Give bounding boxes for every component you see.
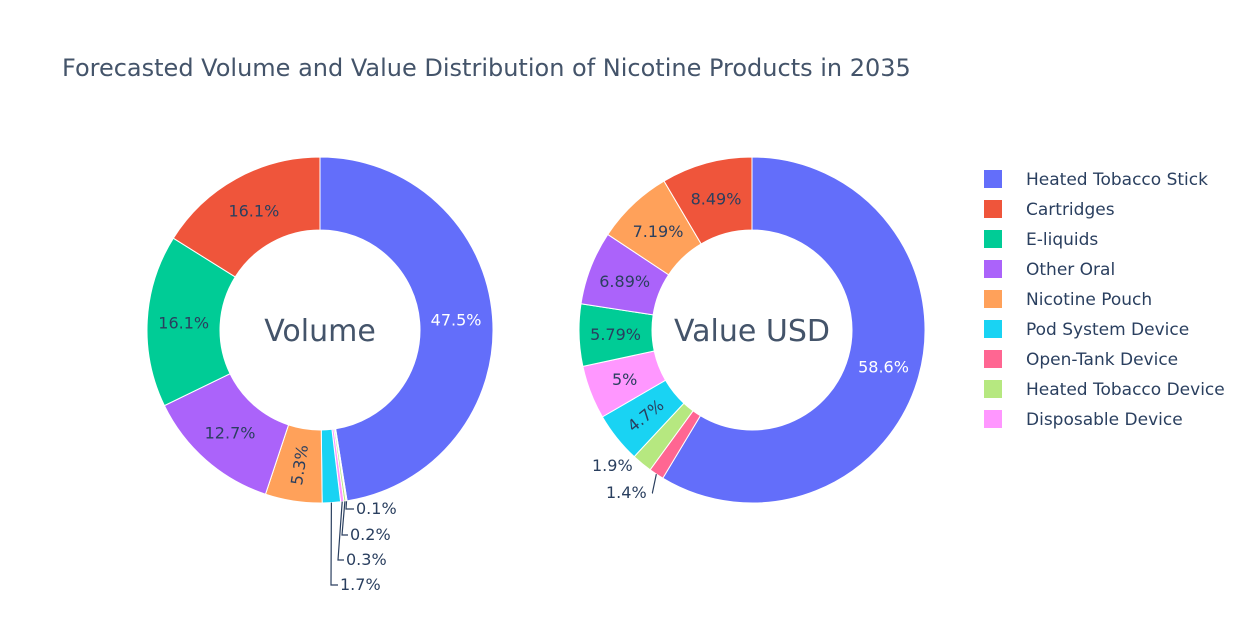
slice-label-value-usd-open-tank-device: 1.4% bbox=[606, 483, 647, 502]
callout-line bbox=[337, 501, 344, 561]
legend-item-cartridges[interactable]: Cartridges bbox=[984, 200, 1115, 220]
legend-swatch bbox=[984, 320, 1002, 338]
slice-label-volume-heated-tobacco-stick: 47.5% bbox=[431, 310, 482, 329]
chart-title: Forecasted Volume and Value Distribution… bbox=[62, 54, 911, 82]
legend-label: Heated Tobacco Stick bbox=[1026, 170, 1208, 190]
slice-label-volume-open-tank-device: 0.1% bbox=[356, 499, 397, 518]
legend-item-open-tank-device[interactable]: Open-Tank Device bbox=[984, 350, 1178, 370]
donut-value-usd: 58.6%1.4%1.9%4.7%5%5.79%6.89%7.19%8.49%V… bbox=[578, 156, 926, 504]
legend: Heated Tobacco Stick Cartridges E-liquids O… bbox=[984, 170, 1225, 430]
legend-item-disposable-device[interactable]: Disposable Device bbox=[984, 410, 1183, 430]
slice-volume-cartridges[interactable] bbox=[172, 156, 321, 278]
legend-label: Nicotine Pouch bbox=[1026, 290, 1152, 310]
legend-label: Heated Tobacco Device bbox=[1026, 380, 1225, 400]
legend-swatch bbox=[984, 290, 1002, 308]
slice-value-usd-cartridges[interactable] bbox=[663, 156, 753, 245]
legend-item-heated-tobacco-stick[interactable]: Heated Tobacco Stick bbox=[984, 170, 1208, 190]
legend-item-e-liquids[interactable]: E-liquids bbox=[984, 230, 1098, 250]
callout-line bbox=[330, 502, 338, 586]
callout-line bbox=[341, 501, 348, 536]
legend-swatch bbox=[984, 410, 1002, 428]
legend-swatch bbox=[984, 380, 1002, 398]
legend-label: E-liquids bbox=[1026, 230, 1098, 250]
donut-center-label: Volume bbox=[264, 314, 376, 349]
slice-value-usd-heated-tobacco-stick[interactable] bbox=[662, 156, 926, 504]
legend-label: Open-Tank Device bbox=[1026, 350, 1178, 370]
slice-label-value-usd-nicotine-pouch: 7.19% bbox=[633, 222, 684, 241]
slice-label-volume-other-oral: 12.7% bbox=[205, 424, 256, 443]
slice-label-volume-pod-system-device: 1.7% bbox=[340, 575, 381, 594]
donut-volume: 47.5%0.1%0.2%0.3%1.7%5.3%12.7%16.1%16.1%… bbox=[146, 156, 494, 594]
legend-label: Other Oral bbox=[1026, 260, 1115, 280]
legend-item-pod-system-device[interactable]: Pod System Device bbox=[984, 320, 1189, 340]
slice-label-volume-cartridges: 16.1% bbox=[228, 202, 279, 221]
callout-line bbox=[651, 474, 657, 494]
legend-item-nicotine-pouch[interactable]: Nicotine Pouch bbox=[984, 290, 1152, 310]
legend-swatch bbox=[984, 230, 1002, 248]
legend-label: Cartridges bbox=[1026, 200, 1115, 220]
slice-label-value-usd-disposable-device: 5% bbox=[612, 370, 637, 389]
slice-label-value-usd-cartridges: 8.49% bbox=[691, 189, 742, 208]
slice-label-volume-heated-tobacco-device: 0.2% bbox=[350, 525, 391, 544]
slice-label-value-usd-e-liquids: 5.79% bbox=[590, 325, 641, 344]
donut-center-label: Value USD bbox=[674, 314, 830, 349]
legend-swatch bbox=[984, 350, 1002, 368]
slice-volume-heated-tobacco-stick[interactable] bbox=[319, 156, 494, 502]
slice-label-volume-e-liquids: 16.1% bbox=[158, 314, 209, 333]
legend-label: Disposable Device bbox=[1026, 410, 1183, 430]
slice-label-value-usd-other-oral: 6.89% bbox=[599, 272, 650, 291]
legend-swatch bbox=[984, 170, 1002, 188]
legend-swatch bbox=[984, 260, 1002, 278]
legend-label: Pod System Device bbox=[1026, 320, 1189, 340]
legend-swatch bbox=[984, 200, 1002, 218]
slice-label-value-usd-heated-tobacco-stick: 58.6% bbox=[858, 358, 909, 377]
slice-label-value-usd-heated-tobacco-device: 1.9% bbox=[592, 456, 633, 475]
callout-line bbox=[345, 500, 354, 510]
legend-item-heated-tobacco-device[interactable]: Heated Tobacco Device bbox=[984, 380, 1225, 400]
slice-label-volume-disposable-device: 0.3% bbox=[346, 550, 387, 569]
legend-item-other-oral[interactable]: Other Oral bbox=[984, 260, 1115, 280]
